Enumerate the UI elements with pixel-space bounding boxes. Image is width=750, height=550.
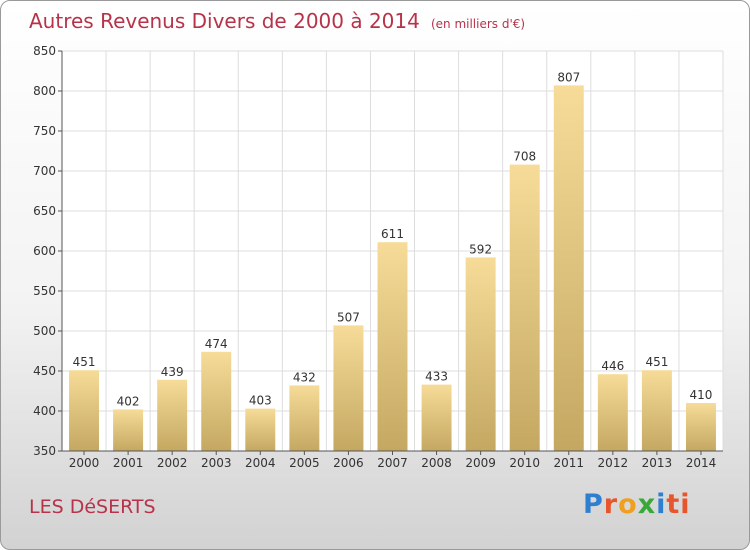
- x-tick-label: 2004: [245, 456, 276, 470]
- bar-value-label: 433: [425, 370, 448, 384]
- bar: [245, 408, 276, 451]
- bar-value-label: 807: [557, 70, 580, 84]
- y-tick-label: 700: [33, 164, 56, 178]
- bar-value-label: 474: [205, 337, 228, 351]
- y-tick-label: 600: [33, 244, 56, 258]
- bar: [113, 409, 144, 451]
- bar: [509, 164, 540, 451]
- bar-value-label: 446: [601, 359, 624, 373]
- proxiti-logo: Proxiti: [583, 489, 691, 520]
- bar: [157, 379, 188, 451]
- bar: [333, 325, 364, 451]
- y-tick-label: 400: [33, 404, 56, 418]
- x-tick-label: 2012: [598, 456, 629, 470]
- bar-value-label: 451: [73, 355, 96, 369]
- bar: [289, 385, 320, 451]
- bar-value-label: 592: [469, 242, 492, 256]
- x-tick-label: 2000: [69, 456, 100, 470]
- bar: [69, 370, 100, 451]
- bar: [421, 384, 452, 451]
- bar-value-label: 708: [513, 150, 536, 164]
- x-tick-label: 2006: [333, 456, 364, 470]
- bar-value-label: 402: [117, 394, 140, 408]
- chart-title-block: Autres Revenus Divers de 2000 à 2014 (en…: [29, 9, 525, 33]
- bar-value-label: 403: [249, 394, 272, 408]
- y-tick-label: 500: [33, 324, 56, 338]
- x-tick-label: 2002: [157, 456, 188, 470]
- x-tick-label: 2005: [289, 456, 320, 470]
- logo-letter: r: [603, 489, 619, 520]
- y-tick-label: 550: [33, 284, 56, 298]
- y-tick-label: 350: [33, 444, 56, 458]
- bar-value-label: 507: [337, 310, 360, 324]
- logo-letter: o: [618, 489, 638, 520]
- chart-title: Autres Revenus Divers de 2000 à 2014: [29, 9, 420, 33]
- bar-value-label: 439: [161, 365, 184, 379]
- x-tick-label: 2003: [201, 456, 232, 470]
- bar: [597, 374, 628, 451]
- bar-value-label: 432: [293, 370, 316, 384]
- bar-value-label: 410: [690, 388, 713, 402]
- x-tick-label: 2008: [421, 456, 452, 470]
- y-tick-label: 800: [33, 84, 56, 98]
- y-tick-label: 650: [33, 204, 56, 218]
- x-tick-label: 2009: [465, 456, 496, 470]
- logo-letter: i: [656, 489, 667, 520]
- axes: 350 400 450 500 550 600 650 700 750 800 850 2000 200…: [33, 44, 723, 470]
- y-tick-label: 850: [33, 44, 56, 58]
- x-tick-label: 2007: [377, 456, 408, 470]
- bar: [641, 370, 672, 451]
- x-tick-label: 2001: [113, 456, 144, 470]
- x-tick-label: 2010: [509, 456, 540, 470]
- place-name: LES DéSERTS: [29, 496, 156, 518]
- bar: [377, 242, 408, 451]
- y-tick-label: 450: [33, 364, 56, 378]
- bar-value-label: 611: [381, 227, 404, 241]
- logo-letter: ti: [666, 489, 691, 520]
- logo-letter: P: [583, 489, 604, 520]
- bar: [201, 351, 232, 451]
- logo-letter: x: [637, 489, 657, 520]
- chart-subtitle: (en milliers d'€): [430, 17, 526, 31]
- y-tick-label: 750: [33, 124, 56, 138]
- bar: [553, 85, 584, 452]
- bar-value-label: 451: [645, 355, 668, 369]
- bar: [465, 257, 496, 451]
- x-tick-label: 2014: [686, 456, 717, 470]
- bar: [685, 403, 716, 451]
- x-tick-label: 2013: [642, 456, 673, 470]
- x-tick-label: 2011: [553, 456, 584, 470]
- bars: 451 402 439 474 403 432 507 611 433 592 708 807 446 4…: [69, 70, 716, 452]
